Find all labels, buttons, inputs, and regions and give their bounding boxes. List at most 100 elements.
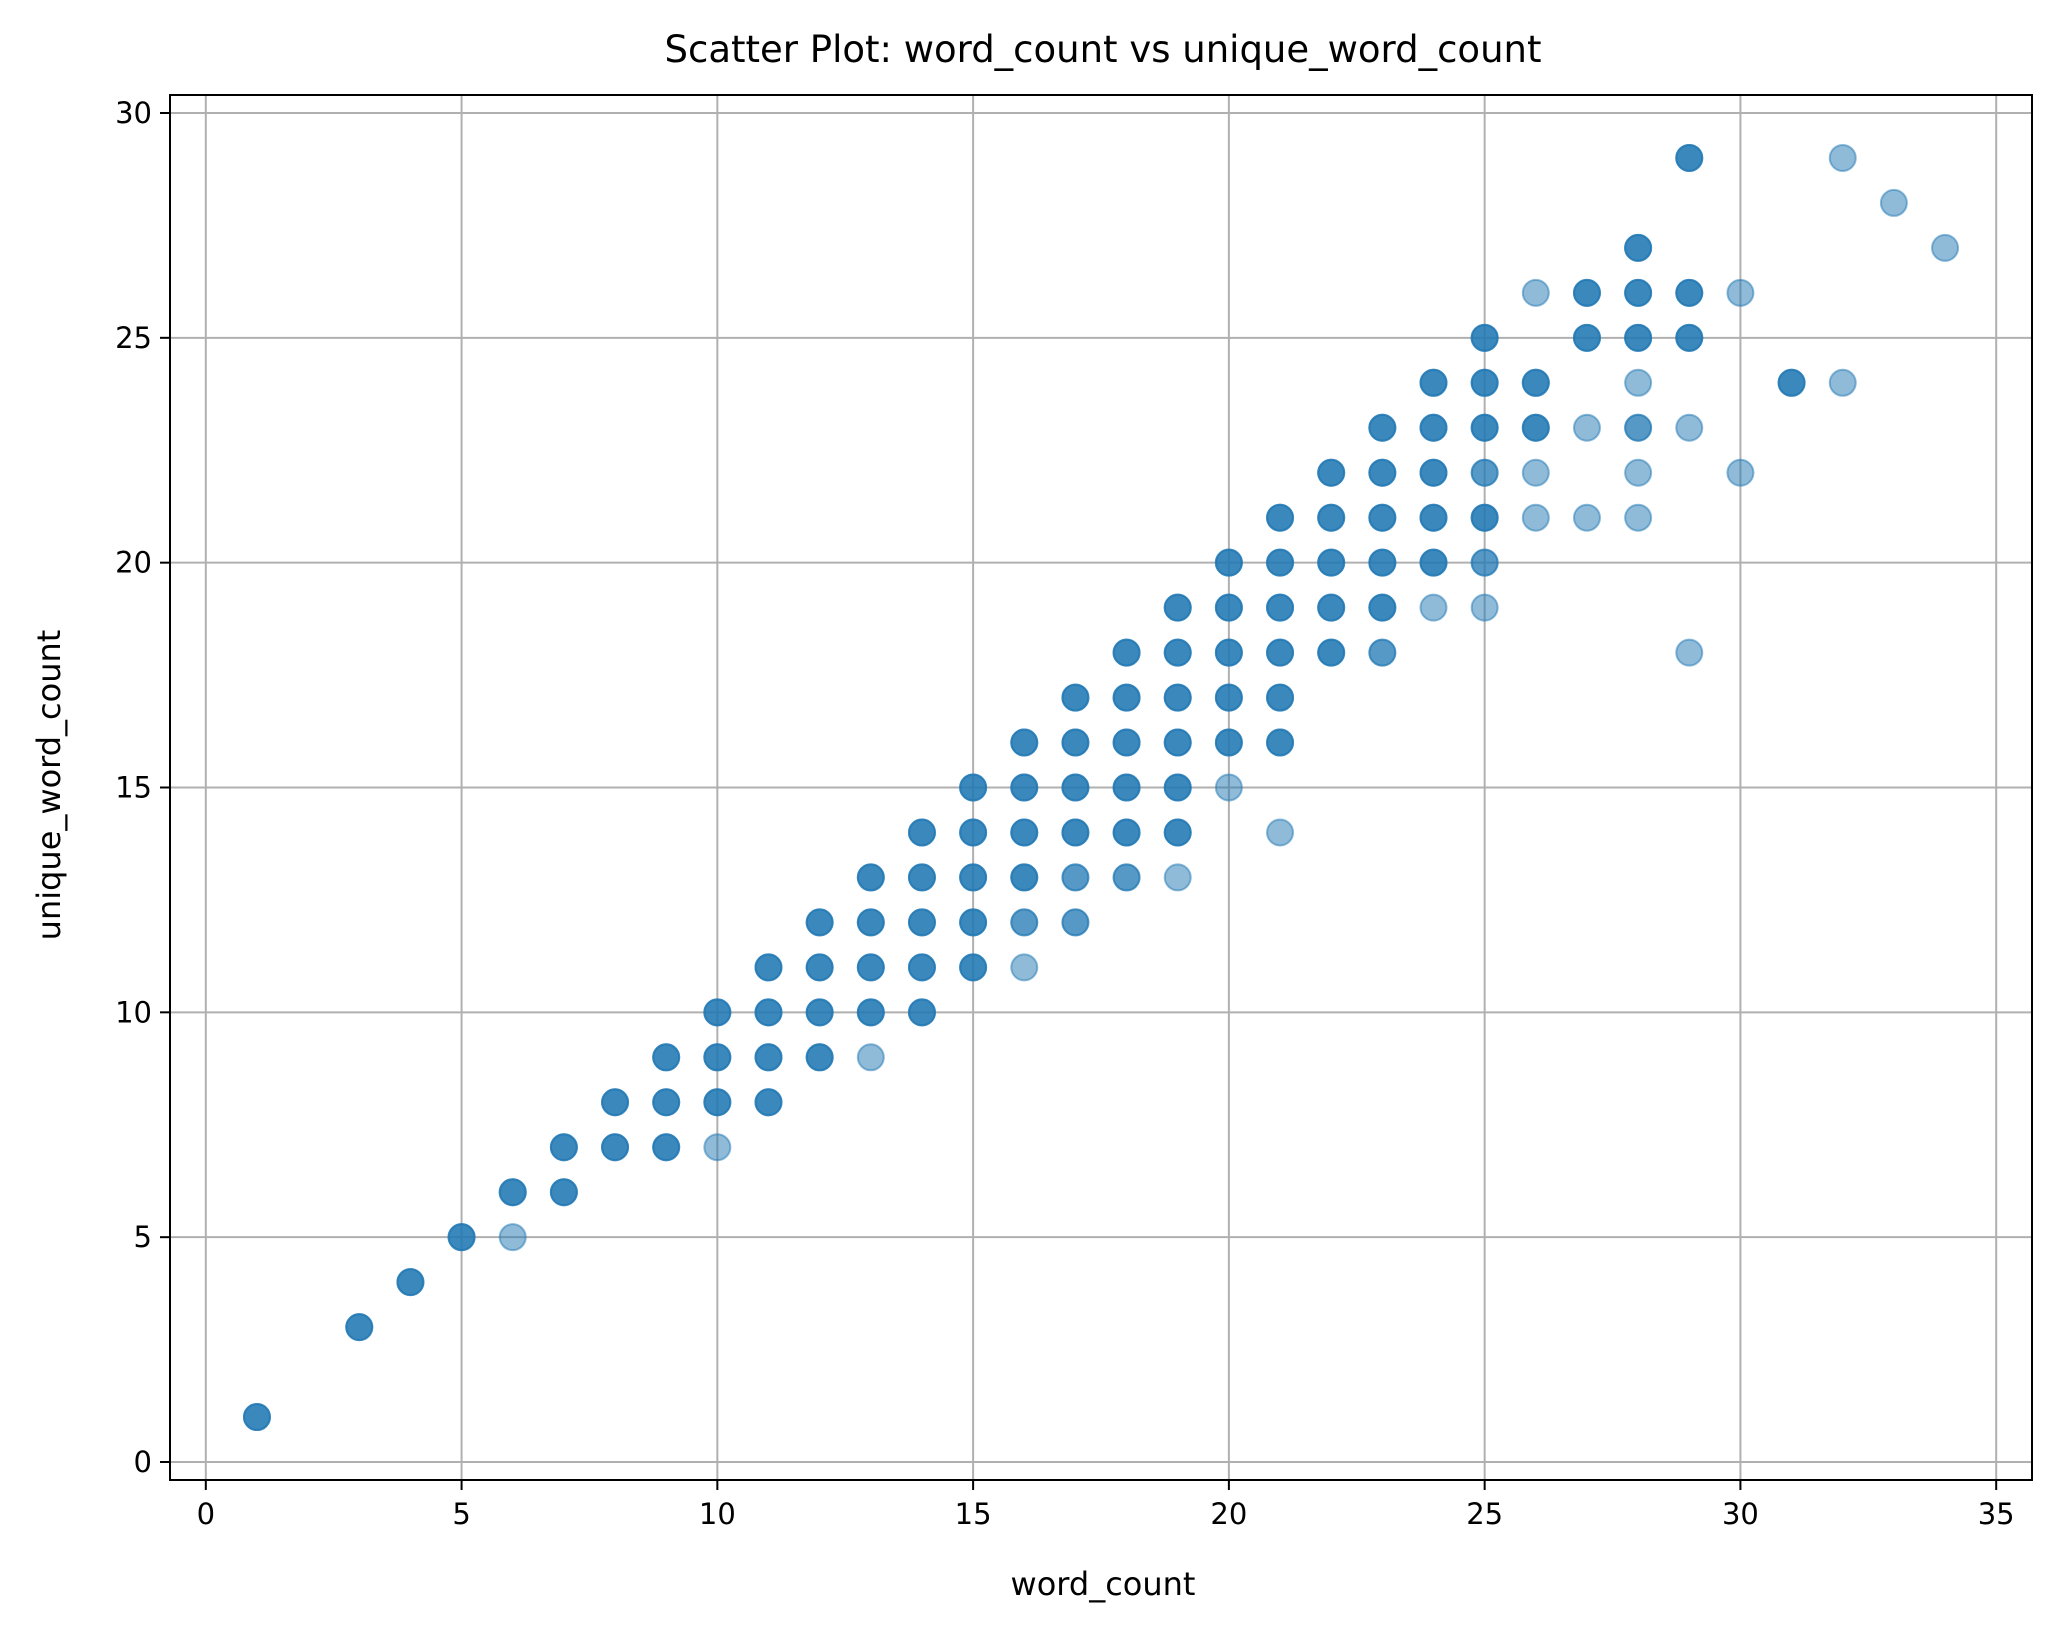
scatter-point bbox=[1521, 413, 1550, 442]
scatter-point bbox=[1214, 773, 1243, 802]
scatter-point bbox=[1624, 458, 1653, 487]
scatter-point bbox=[1061, 908, 1090, 937]
x-tick-label: 0 bbox=[197, 1497, 215, 1531]
scatter-point bbox=[1010, 863, 1039, 892]
scatter-point bbox=[1163, 818, 1192, 847]
scatter-point bbox=[1624, 413, 1653, 442]
scatter-point bbox=[1572, 278, 1601, 307]
scatter-point bbox=[1317, 548, 1346, 577]
scatter-point bbox=[1572, 323, 1601, 352]
scatter-point bbox=[1368, 503, 1397, 532]
scatter-point bbox=[652, 1088, 681, 1117]
y-axis-label: unique_word_count bbox=[30, 630, 68, 941]
scatter-point bbox=[1112, 773, 1141, 802]
scatter-point bbox=[1419, 413, 1448, 442]
scatter-point bbox=[1368, 458, 1397, 487]
scatter-point bbox=[1470, 593, 1499, 622]
scatter-point bbox=[1061, 863, 1090, 892]
scatter-point bbox=[1470, 368, 1499, 397]
scatter-point bbox=[1010, 818, 1039, 847]
scatter-point bbox=[959, 863, 988, 892]
y-tick-label: 5 bbox=[134, 1220, 152, 1254]
scatter-point bbox=[703, 1043, 732, 1072]
scatter-point bbox=[959, 953, 988, 982]
scatter-point bbox=[1624, 278, 1653, 307]
scatter-point bbox=[549, 1178, 578, 1207]
scatter-point bbox=[1419, 593, 1448, 622]
scatter-point bbox=[1368, 593, 1397, 622]
scatter-point bbox=[1368, 548, 1397, 577]
scatter-point bbox=[907, 863, 936, 892]
scatter-point bbox=[1214, 638, 1243, 667]
scatter-point bbox=[754, 1043, 783, 1072]
scatter-point bbox=[1368, 638, 1397, 667]
scatter-point bbox=[1317, 638, 1346, 667]
scatter-point bbox=[1317, 593, 1346, 622]
scatter-point bbox=[856, 1043, 885, 1072]
scatter-points bbox=[242, 143, 1960, 1432]
scatter-point bbox=[1572, 413, 1601, 442]
x-tick-label: 35 bbox=[1978, 1497, 2015, 1531]
scatter-point bbox=[959, 908, 988, 937]
scatter-point bbox=[703, 998, 732, 1027]
scatter-point bbox=[1675, 278, 1704, 307]
scatter-point bbox=[1419, 548, 1448, 577]
scatter-point bbox=[805, 953, 834, 982]
scatter-point bbox=[1470, 323, 1499, 352]
scatter-point bbox=[1828, 143, 1857, 172]
scatter-point bbox=[1010, 953, 1039, 982]
scatter-point bbox=[1214, 593, 1243, 622]
scatter-point bbox=[345, 1313, 374, 1342]
scatter-point bbox=[652, 1043, 681, 1072]
scatter-point bbox=[1112, 683, 1141, 712]
scatter-point bbox=[805, 1043, 834, 1072]
x-tick-label: 15 bbox=[955, 1497, 992, 1531]
scatter-point bbox=[1214, 683, 1243, 712]
y-tick-label: 25 bbox=[115, 321, 152, 355]
axis-ticks: 0 5 10 15 20 25 30 35 0 5 10 15 20 25 30 bbox=[115, 96, 2015, 1531]
scatter-point bbox=[1266, 728, 1295, 757]
scatter-point bbox=[1163, 863, 1192, 892]
scatter-point bbox=[1266, 683, 1295, 712]
scatter-point bbox=[1675, 143, 1704, 172]
scatter-point bbox=[1112, 638, 1141, 667]
x-axis-label: word_count bbox=[1011, 1565, 1196, 1603]
scatter-point bbox=[1470, 548, 1499, 577]
scatter-point bbox=[549, 1133, 578, 1162]
scatter-point bbox=[1521, 458, 1550, 487]
scatter-point bbox=[1470, 503, 1499, 532]
x-tick-label: 30 bbox=[1722, 1497, 1759, 1531]
scatter-point bbox=[856, 863, 885, 892]
scatter-point bbox=[1624, 503, 1653, 532]
scatter-point bbox=[754, 1088, 783, 1117]
scatter-point bbox=[1675, 323, 1704, 352]
scatter-point bbox=[754, 953, 783, 982]
scatter-point bbox=[907, 998, 936, 1027]
scatter-point bbox=[1010, 728, 1039, 757]
scatter-point bbox=[1777, 368, 1806, 397]
scatter-point bbox=[754, 998, 783, 1027]
scatter-point bbox=[1010, 773, 1039, 802]
scatter-point bbox=[1163, 773, 1192, 802]
scatter-point bbox=[601, 1133, 630, 1162]
scatter-point bbox=[1163, 638, 1192, 667]
y-tick-label: 0 bbox=[134, 1445, 152, 1479]
scatter-point bbox=[959, 773, 988, 802]
scatter-point bbox=[1624, 233, 1653, 262]
scatter-point bbox=[907, 908, 936, 937]
scatter-point bbox=[601, 1088, 630, 1117]
scatter-point bbox=[805, 908, 834, 937]
scatter-point bbox=[805, 998, 834, 1027]
scatter-point bbox=[1214, 728, 1243, 757]
scatter-point bbox=[1470, 458, 1499, 487]
scatter-point bbox=[1419, 503, 1448, 532]
scatter-point bbox=[1419, 368, 1448, 397]
scatter-point bbox=[1675, 638, 1704, 667]
scatter-point bbox=[856, 908, 885, 937]
x-tick-label: 25 bbox=[1466, 1497, 1503, 1531]
scatter-point bbox=[1572, 503, 1601, 532]
scatter-point bbox=[1624, 323, 1653, 352]
scatter-point bbox=[1675, 413, 1704, 442]
